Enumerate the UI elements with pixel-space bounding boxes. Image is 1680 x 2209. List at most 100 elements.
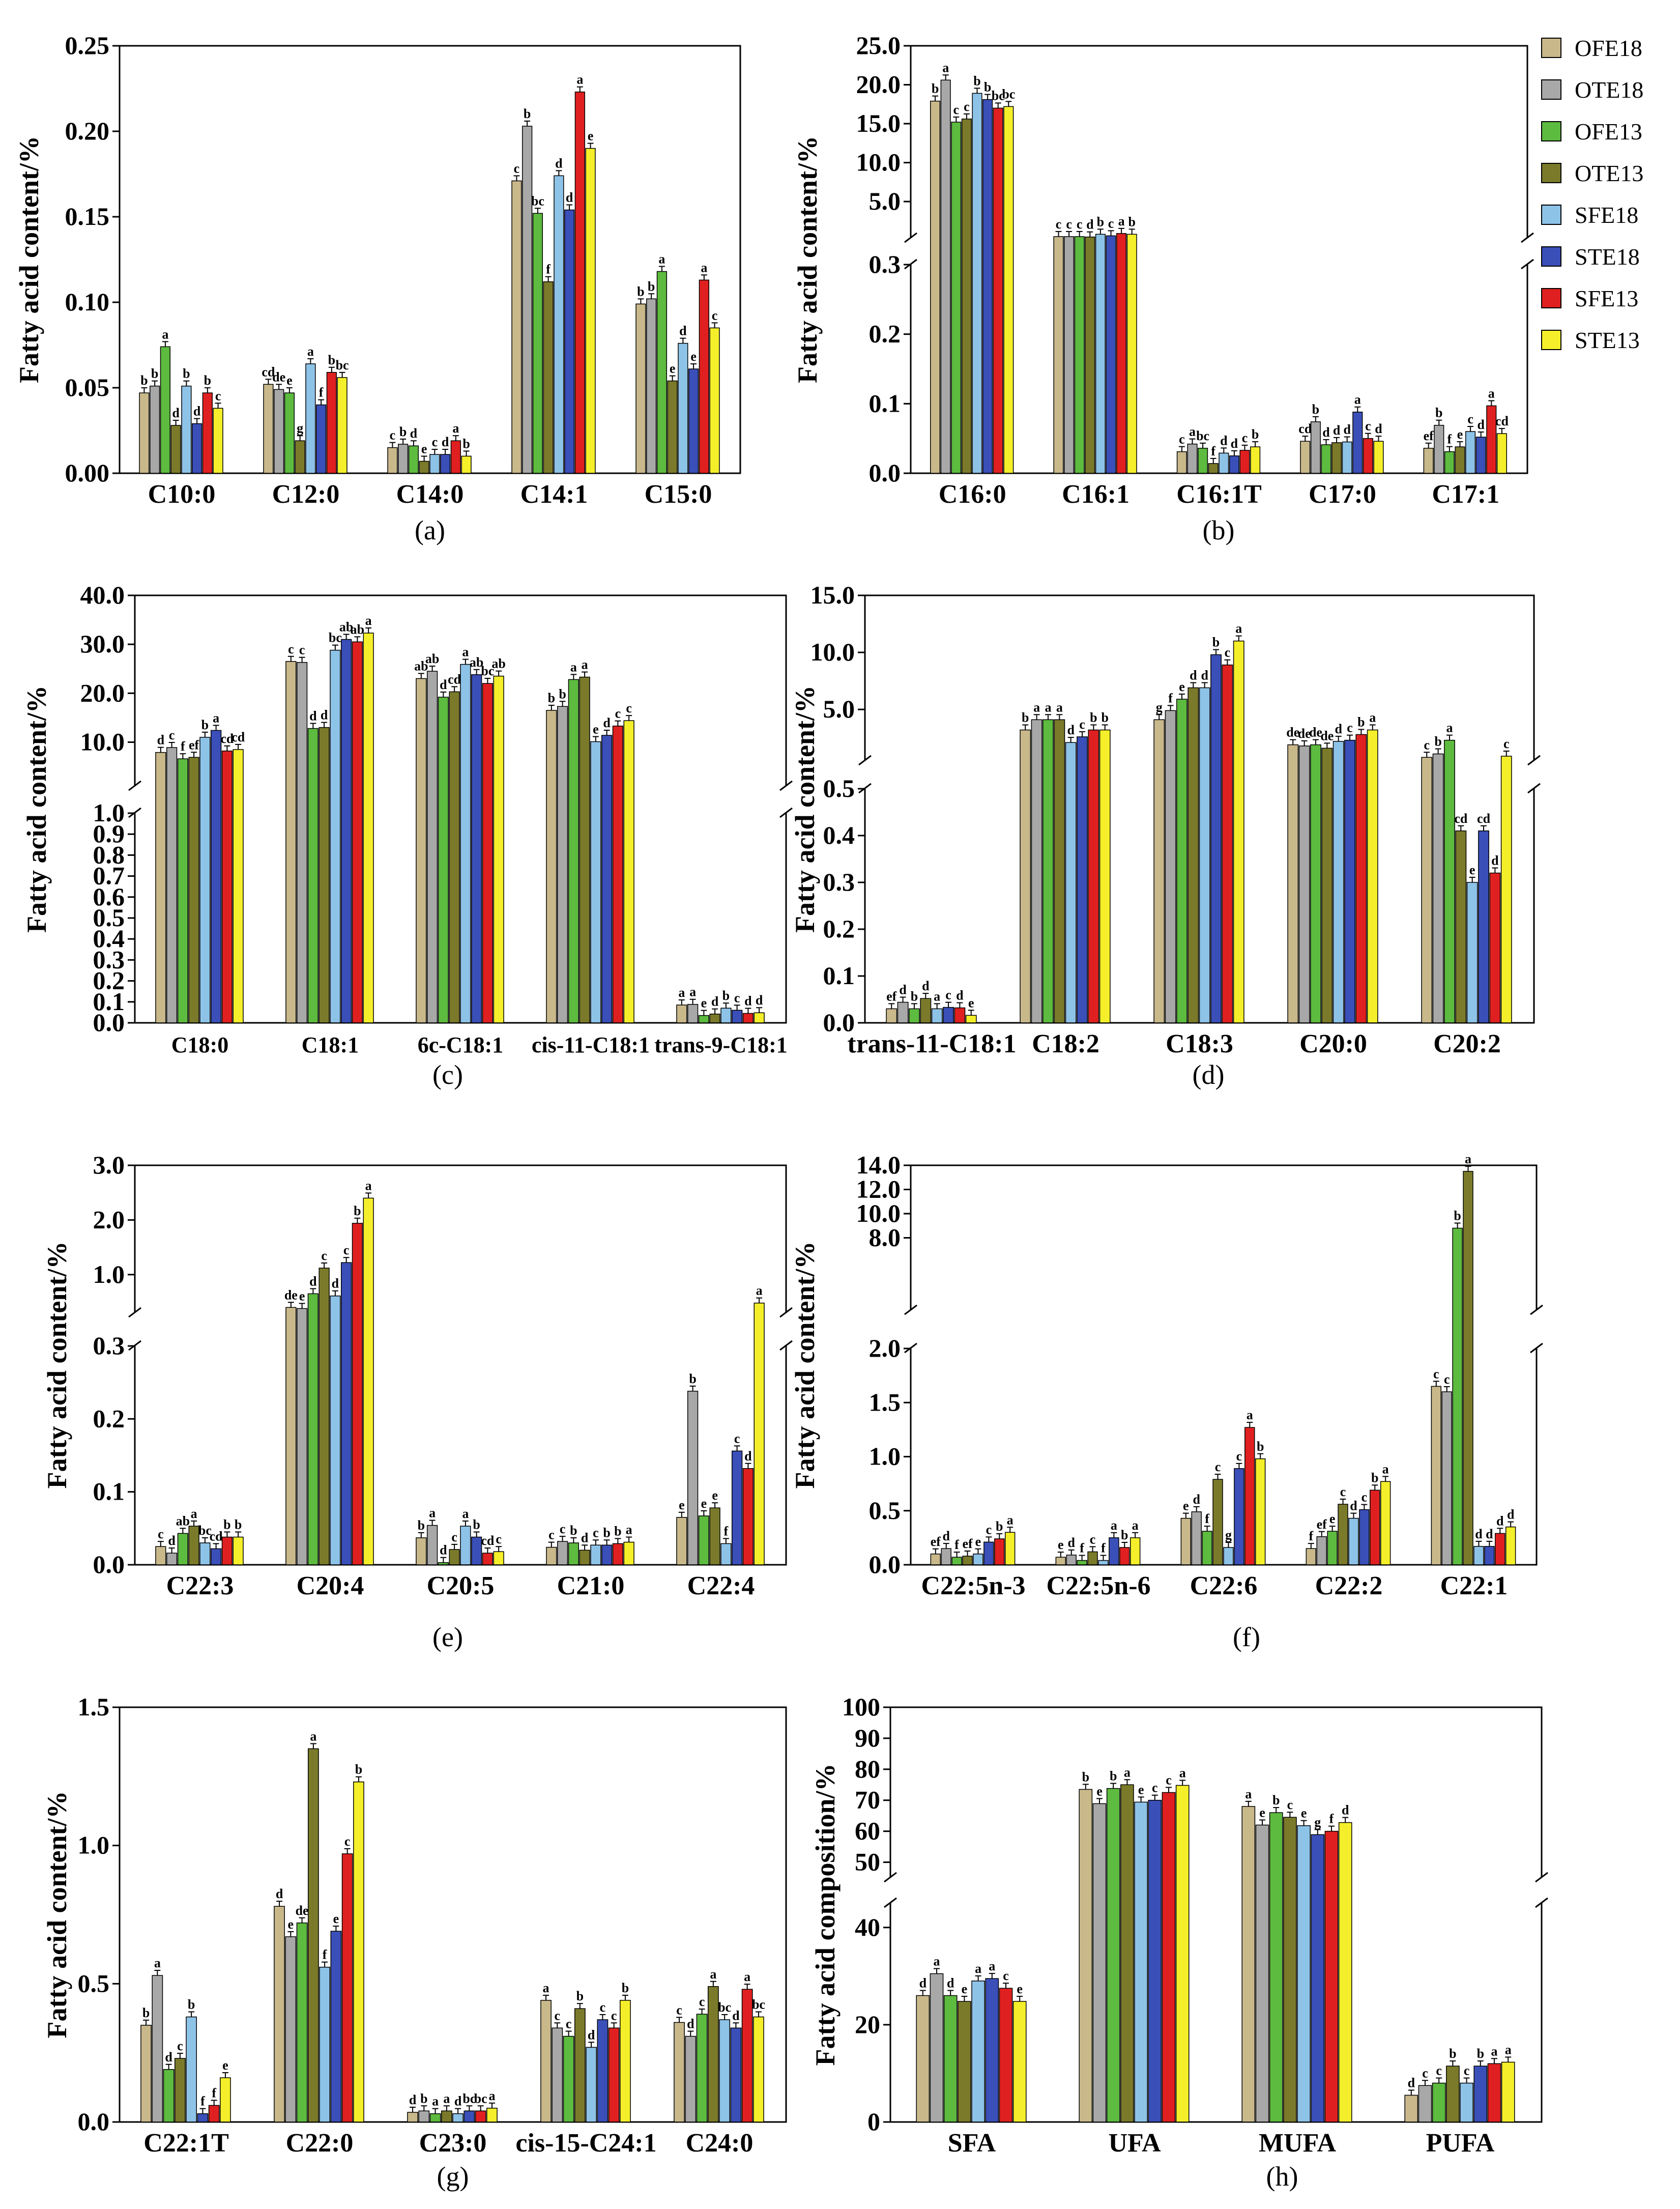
bar-STE13	[233, 1536, 244, 1565]
x-category-label: C22:5n-3	[921, 1571, 1025, 1600]
y-tick-label: 1.0	[869, 1442, 901, 1471]
bar-SFE13	[450, 440, 461, 474]
bar-STE18	[211, 730, 222, 1023]
significance-letter: a	[154, 1956, 161, 1970]
bar-OTE13	[579, 676, 590, 1023]
significance-letter: a	[1245, 1787, 1252, 1801]
significance-letter: a	[570, 659, 577, 674]
x-category-label: trans-9-C18:1	[654, 1032, 788, 1057]
significance-letter: a	[710, 1967, 716, 1982]
bar-OTE13	[188, 1526, 199, 1565]
significance-letter: de	[1286, 725, 1299, 740]
significance-letter: d	[1477, 417, 1485, 432]
significance-letter: c	[566, 2017, 572, 2031]
x-category-label: C22:3	[166, 1571, 234, 1600]
significance-letter: b	[622, 1981, 629, 1995]
significance-letter: c	[734, 1431, 740, 1446]
bar-STE13	[1367, 729, 1378, 1023]
significance-letter: d	[1375, 421, 1382, 436]
significance-letter: c	[593, 1525, 599, 1540]
significance-letter: e	[1329, 1511, 1336, 1526]
significance-letter: d	[687, 2017, 694, 2031]
bar-SFE13	[1088, 729, 1099, 1023]
significance-letter: c	[299, 643, 305, 657]
legend-swatch-OTE18	[1541, 79, 1561, 100]
significance-letter: bc	[462, 2091, 476, 2106]
significance-letter: bc	[336, 358, 349, 372]
significance-letter: a	[307, 344, 314, 359]
bar-OFE18	[155, 1546, 166, 1565]
panel-label: (g)	[437, 2161, 469, 2192]
significance-letter: b	[223, 1517, 230, 1532]
plot-frame-upper	[134, 1164, 787, 1313]
x-category-label: C22:4	[687, 1571, 755, 1600]
significance-letter: e	[1138, 1782, 1144, 1797]
significance-letter: d	[1507, 1507, 1515, 1522]
bar-STE18	[1077, 736, 1088, 1023]
significance-letter: c	[953, 102, 960, 117]
bar-OFE18	[930, 1554, 941, 1565]
legend-swatch-SFE13	[1541, 288, 1561, 308]
significance-letter: d	[956, 988, 964, 1003]
significance-letter: a	[1491, 2044, 1498, 2058]
bar-OTE18	[1255, 1824, 1269, 2122]
x-category-label: C15:0	[645, 480, 712, 509]
significance-letter: d	[1350, 1499, 1357, 1513]
significance-letter: c	[215, 388, 221, 403]
significance-letter: b	[328, 353, 335, 367]
y-tick-label: 15.0	[810, 581, 855, 609]
significance-letter: d	[922, 979, 930, 993]
bar-SFE13	[341, 1853, 353, 2122]
bar-OFE18	[1020, 729, 1031, 1023]
bar-OTE13	[1085, 236, 1095, 474]
bar-OFE18	[1306, 1548, 1317, 1565]
bar-OTE18	[150, 385, 160, 474]
bar-OFE13	[296, 1923, 308, 2122]
x-category-label: C10:0	[148, 480, 216, 509]
significance-letter: cd	[1298, 421, 1312, 436]
x-category-label: C20:4	[297, 1571, 364, 1600]
significance-letter: a	[1189, 424, 1196, 439]
bar-OTE18	[166, 747, 178, 1023]
significance-letter: cd	[262, 364, 275, 379]
significance-letter: a	[989, 1959, 995, 1973]
significance-letter: c	[1077, 217, 1083, 232]
bar-SFE18	[1223, 1547, 1234, 1565]
bar-SFE13	[1162, 1792, 1176, 2122]
significance-letter: d	[942, 1529, 950, 1543]
significance-letter: de	[272, 369, 285, 384]
bar-OTE13	[1446, 2065, 1460, 2122]
significance-letter: b	[355, 1762, 362, 1777]
bar-STE13	[709, 327, 720, 474]
significance-letter: d	[1486, 1527, 1493, 1541]
significance-letter: c	[1422, 2065, 1428, 2080]
significance-letter: c	[1179, 432, 1185, 447]
bar-STE18	[1478, 830, 1489, 1023]
significance-letter: b	[1257, 1439, 1264, 1454]
bar-STE18	[601, 1544, 613, 1565]
y-tick-label: 0.2	[93, 1404, 125, 1432]
significance-letter: a	[432, 2094, 439, 2109]
significance-letter: a	[543, 1981, 549, 1995]
bar-group-C22:5n-3: ef df ef ec b a	[930, 1512, 1016, 1565]
y-tick-label: 10.0	[856, 148, 901, 177]
bar-OFE18	[916, 1995, 930, 2122]
significance-letter: a	[1505, 2042, 1512, 2057]
bar-OFE13	[438, 1562, 449, 1565]
bar-OFE13	[698, 1515, 709, 1565]
x-category-label: C22:6	[1190, 1571, 1258, 1600]
significance-letter: a	[678, 985, 685, 1000]
significance-letter: c	[712, 308, 718, 323]
bar-STE13	[585, 148, 596, 474]
bar-OTE13	[543, 281, 554, 474]
y-tick-label: 0.0	[93, 1008, 125, 1037]
significance-letter: d	[1322, 425, 1330, 440]
significance-letter: b	[984, 80, 991, 95]
significance-letter: a	[756, 1283, 763, 1298]
bar-STE13	[213, 408, 223, 474]
